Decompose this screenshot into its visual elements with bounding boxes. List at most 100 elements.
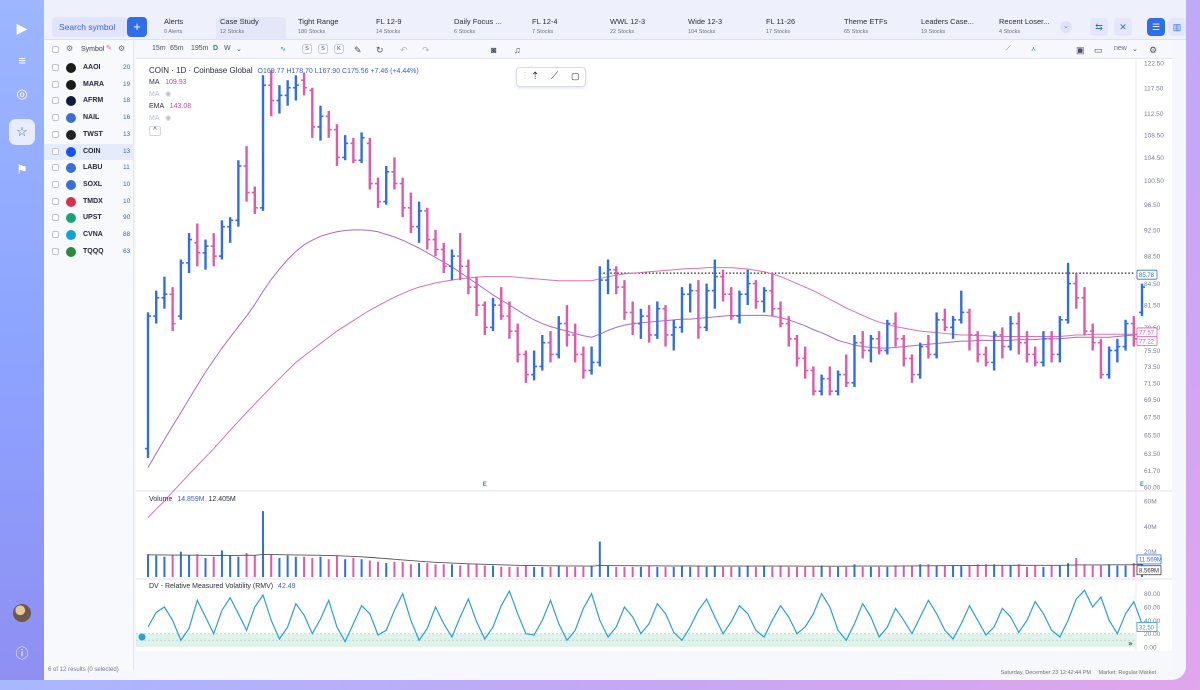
tabs-chevron-down-icon[interactable]: ⌄ xyxy=(1060,21,1072,33)
watchlist-row[interactable]: TQQQ 63 xyxy=(44,244,134,260)
settings-gear-icon[interactable]: ⚙ xyxy=(66,44,74,53)
trend-icon[interactable]: ⇡ xyxy=(531,71,540,82)
timeframe-weekly[interactable]: W xyxy=(224,45,231,52)
line-tool-icon[interactable]: ⟋ xyxy=(551,71,558,82)
eye-icon[interactable]: ◉ xyxy=(165,91,172,98)
scale-s2-button[interactable]: S xyxy=(318,44,328,54)
watchlist-tab[interactable]: Leaders Case... 19 Stocks xyxy=(917,17,987,39)
watchlist-tab[interactable]: FL 12-9 14 Stocks xyxy=(372,17,442,39)
scale-s-button[interactable]: S xyxy=(302,44,312,54)
rmv-line[interactable] xyxy=(147,589,1143,643)
redo-icon[interactable]: ↷ xyxy=(422,45,430,55)
menu-icon[interactable]: ≡ xyxy=(18,52,26,68)
ma-line[interactable] xyxy=(147,267,1142,518)
timeframe-daily[interactable]: D xyxy=(213,45,219,52)
ma-legend[interactable]: MA 109.93 xyxy=(149,79,187,86)
watchlist-row[interactable]: UPST 90 xyxy=(44,210,134,226)
panel-layout-icon[interactable]: ▥ xyxy=(1168,18,1186,36)
watchlist-row[interactable]: MARA 19 xyxy=(44,77,134,93)
watchlist-tab[interactable]: Alerts 0 Alerts xyxy=(160,17,208,39)
column-settings-icon[interactable]: ⚙ xyxy=(118,44,126,53)
watchlist-tab[interactable]: Theme ETFs 65 Stocks xyxy=(840,17,910,39)
watchlist-row[interactable]: AAOI 20 xyxy=(44,60,134,76)
watchlist-tab[interactable]: FL 12-4 7 Stocks xyxy=(528,17,598,39)
volume-legend[interactable]: Volume 14.859M 12.405M xyxy=(149,496,236,503)
folder-icon[interactable]: ▭ xyxy=(1094,45,1103,55)
chart-area[interactable]: 122.50 117.50 112.50 108.50 104.50 100.50 96.5… xyxy=(136,59,1172,651)
avatar[interactable] xyxy=(13,604,31,622)
watchlist-tab[interactable]: FL 11-26 17 Stocks xyxy=(762,17,832,39)
row-checkbox[interactable] xyxy=(52,97,59,105)
market-status[interactable]: Market: Regular Market xyxy=(1098,670,1156,676)
add-symbol-button[interactable]: + xyxy=(127,17,147,37)
chart-settings-gear-icon[interactable]: ⚙ xyxy=(1149,45,1158,55)
watchlist-row[interactable]: AFRM 18 xyxy=(44,93,134,109)
refresh-icon[interactable]: ↻ xyxy=(376,45,384,55)
ema-line[interactable] xyxy=(147,229,1143,468)
row-checkbox[interactable] xyxy=(52,64,59,71)
volume-ma-line[interactable] xyxy=(147,554,1143,567)
drag-handle-icon[interactable]: ⋮ xyxy=(521,71,529,80)
scroll-to-latest-icon[interactable]: » xyxy=(1128,639,1133,648)
collapse-legend-chevron-up-icon[interactable]: ^ xyxy=(149,126,161,136)
list-view-icon[interactable]: ☰ xyxy=(1147,18,1165,36)
price-chart[interactable]: 122.50 117.50 112.50 108.50 104.50 100.50 96.5… xyxy=(136,59,1172,651)
watchlist-tab[interactable]: WWL 12-3 22 Stocks xyxy=(606,17,676,39)
watchlist-star-icon[interactable]: ☆ xyxy=(9,119,35,145)
watchlist-tab[interactable]: Recent Loser... 4 Stocks xyxy=(995,17,1065,39)
watchlist-row[interactable]: TMDX 10 xyxy=(44,194,134,210)
ma-sub-legend[interactable]: MA ◉ xyxy=(149,91,172,98)
x-social-icon[interactable]: ✕ xyxy=(1114,18,1132,36)
layout-icon[interactable]: ▣ xyxy=(1076,45,1085,55)
timeframe-15m[interactable]: 15m xyxy=(152,45,166,52)
row-checkbox[interactable] xyxy=(52,247,59,255)
search-input[interactable]: Search symbol xyxy=(52,17,127,37)
select-all-checkbox[interactable] xyxy=(52,46,59,53)
timeframe-195m[interactable]: 195m xyxy=(191,45,209,52)
camera-icon[interactable]: ◙ xyxy=(491,45,497,55)
row-checkbox[interactable] xyxy=(52,130,59,138)
row-checkbox[interactable] xyxy=(52,180,59,188)
help-icon[interactable]: ⓘ xyxy=(15,645,29,661)
row-checkbox[interactable] xyxy=(52,231,59,238)
row-checkbox[interactable] xyxy=(52,80,59,88)
watchlist-row[interactable]: COIN 13 xyxy=(44,143,134,160)
watchlist-row[interactable]: NAIL 16 xyxy=(44,110,134,126)
timeframe-65m[interactable]: 65m xyxy=(170,45,184,52)
row-checkbox[interactable] xyxy=(52,164,59,172)
ema-legend[interactable]: EMA 143.08 xyxy=(149,103,191,110)
watchlist-row[interactable]: TWST 13 xyxy=(44,127,134,143)
symbol-column-header[interactable]: Symbol xyxy=(81,46,105,53)
watchlist-tab[interactable]: Tight Range 180 Stocks xyxy=(294,17,364,39)
comment-icon[interactable]: ▢ xyxy=(571,71,580,81)
row-checkbox[interactable] xyxy=(52,114,59,122)
watchlist-row[interactable]: LABU 11 xyxy=(44,160,134,176)
compare-icon[interactable]: ⋏ xyxy=(1031,46,1037,53)
pane-collapse-icon[interactable] xyxy=(138,633,146,641)
flag-icon[interactable]: ⚑ xyxy=(16,162,28,177)
row-checkbox[interactable] xyxy=(52,214,59,222)
target-icon[interactable]: ◎ xyxy=(16,86,28,101)
ema-sub-legend[interactable]: MA ◉ xyxy=(149,115,172,122)
chevron-down-icon[interactable]: ⌄ xyxy=(236,46,242,53)
draw-icon[interactable]: ✎ xyxy=(354,45,362,55)
eye-icon-2[interactable]: ◉ xyxy=(165,115,172,122)
earnings-marker[interactable]: E xyxy=(1140,482,1144,488)
row-checkbox[interactable] xyxy=(52,147,59,155)
earnings-marker[interactable]: E xyxy=(483,482,487,488)
watchlist-tab[interactable]: Case Study 12 Stocks xyxy=(216,17,286,39)
scale-k-button[interactable]: K xyxy=(334,44,344,54)
line-chart-icon[interactable]: ⟋ xyxy=(1006,45,1011,52)
play-logo-icon[interactable]: ▶ xyxy=(16,19,28,36)
layout-name[interactable]: new xyxy=(1114,45,1127,52)
rmv-legend[interactable]: DV - Relative Measured Volatility (RMV) … xyxy=(149,583,296,590)
watchlist-row[interactable]: SOXL 10 xyxy=(44,177,134,193)
indicator-icon[interactable]: ∿ xyxy=(280,46,286,53)
watchlist-tab[interactable]: Daily Focus ... 6 Stocks xyxy=(450,17,520,39)
watchlist-row[interactable]: CVNA 88 xyxy=(44,227,134,243)
share-icon[interactable]: ⇆ xyxy=(1090,18,1108,36)
undo-icon[interactable]: ↶ xyxy=(400,45,408,55)
layout-chevron-down-icon[interactable]: ⌄ xyxy=(1132,46,1138,53)
alert-bell-icon[interactable]: ♫ xyxy=(514,45,521,55)
watchlist-tab[interactable]: Wide 12-3 104 Stocks xyxy=(684,17,754,39)
